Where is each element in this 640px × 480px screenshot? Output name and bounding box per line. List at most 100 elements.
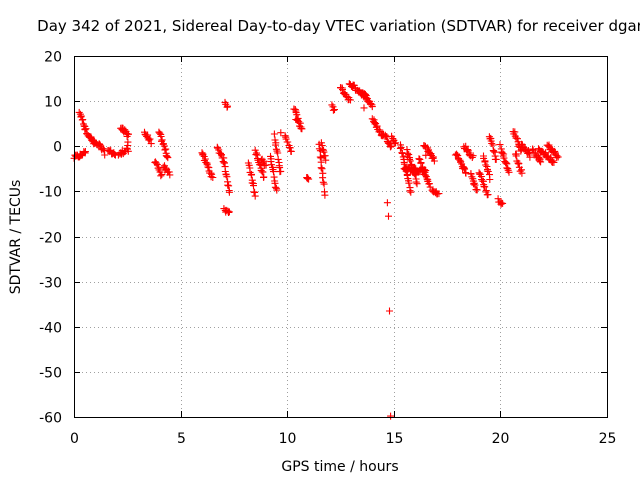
data-point — [163, 152, 171, 160]
data-point — [385, 212, 392, 220]
data-point — [469, 152, 477, 160]
data-point — [496, 141, 504, 149]
data-point — [274, 149, 282, 157]
chart-title: Day 342 of 2021, Sidereal Day-to-day VTE… — [37, 17, 640, 35]
data-point — [471, 181, 479, 189]
data-point — [429, 153, 437, 161]
data-point — [119, 127, 127, 134]
y-tick-label: -60 — [39, 411, 62, 427]
data-point — [317, 164, 325, 172]
data-point — [470, 180, 477, 188]
data-point — [391, 139, 399, 147]
data-point — [225, 208, 233, 216]
data-point — [386, 307, 393, 315]
data-point — [214, 144, 222, 152]
data-point — [422, 151, 430, 159]
data-point — [152, 159, 160, 167]
x-axis-label: GPS time / hours — [281, 459, 398, 475]
data-point — [368, 115, 376, 123]
data-point — [406, 157, 414, 165]
data-point — [277, 167, 285, 175]
data-point — [153, 161, 161, 169]
data-point — [284, 138, 292, 146]
data-point — [405, 151, 413, 158]
data-point — [475, 169, 483, 177]
y-tick-label: -10 — [39, 185, 62, 201]
data-point — [381, 131, 389, 139]
data-point — [124, 147, 132, 155]
data-point — [319, 178, 327, 186]
data-point — [484, 168, 492, 175]
data-point — [329, 106, 337, 114]
data-point — [499, 199, 507, 207]
data-point — [282, 135, 290, 143]
data-point — [498, 149, 506, 157]
data-point — [251, 189, 259, 196]
data-point — [96, 141, 104, 148]
data-point — [397, 143, 405, 151]
data-point — [421, 168, 429, 176]
data-point — [158, 171, 166, 179]
y-tick-label: -40 — [39, 321, 62, 337]
data-point — [250, 188, 258, 196]
data-point — [277, 129, 285, 137]
x-tick-label: 25 — [599, 431, 617, 447]
data-point — [373, 122, 381, 130]
data-point — [525, 148, 533, 156]
data-point — [473, 186, 481, 194]
data-point — [316, 153, 324, 161]
data-point — [486, 176, 494, 183]
data-point — [161, 146, 169, 154]
data-point — [512, 152, 520, 160]
data-point — [100, 145, 108, 153]
data-point — [260, 157, 268, 165]
data-point — [421, 171, 429, 179]
data-point — [305, 175, 313, 183]
y-axis-label: SDTVAR / TECUs — [8, 180, 24, 295]
data-point — [396, 144, 404, 152]
grid — [74, 56, 607, 417]
data-point — [350, 81, 358, 89]
data-point — [287, 148, 295, 155]
data-point — [281, 132, 289, 140]
data-point — [383, 199, 391, 207]
data-point — [209, 174, 217, 181]
data-point — [225, 182, 233, 190]
data-point — [435, 190, 443, 198]
data-point — [225, 188, 233, 196]
data-point — [387, 143, 394, 151]
data-point — [204, 163, 212, 171]
data-point — [224, 181, 232, 189]
data-point — [415, 155, 423, 163]
data-point — [123, 132, 131, 140]
data-point — [257, 166, 265, 174]
y-tick-label: 20 — [44, 50, 62, 66]
data-point — [412, 178, 420, 186]
data-point — [360, 104, 368, 112]
data-point — [298, 125, 306, 133]
data-point — [270, 168, 277, 176]
data-point — [81, 148, 89, 155]
data-point — [220, 159, 228, 167]
data-point — [295, 118, 303, 126]
axis-ticks — [74, 56, 608, 418]
data-point — [77, 112, 85, 120]
data-point — [322, 156, 330, 164]
data-point — [360, 91, 368, 98]
data-point — [260, 173, 268, 181]
x-tick-label: 0 — [70, 431, 79, 447]
data-point — [481, 158, 489, 166]
data-point — [484, 191, 492, 199]
data-point — [158, 136, 166, 144]
data-point — [482, 161, 490, 169]
data-point — [406, 155, 413, 163]
y-tick-label: -50 — [39, 366, 62, 382]
data-point — [453, 150, 461, 158]
y-tick-label: 0 — [53, 140, 62, 156]
data-point — [549, 157, 557, 165]
data-point — [554, 153, 562, 161]
data-point — [368, 103, 376, 111]
x-tick-label: 15 — [386, 431, 404, 447]
data-point — [304, 174, 312, 182]
data-point — [274, 155, 282, 163]
